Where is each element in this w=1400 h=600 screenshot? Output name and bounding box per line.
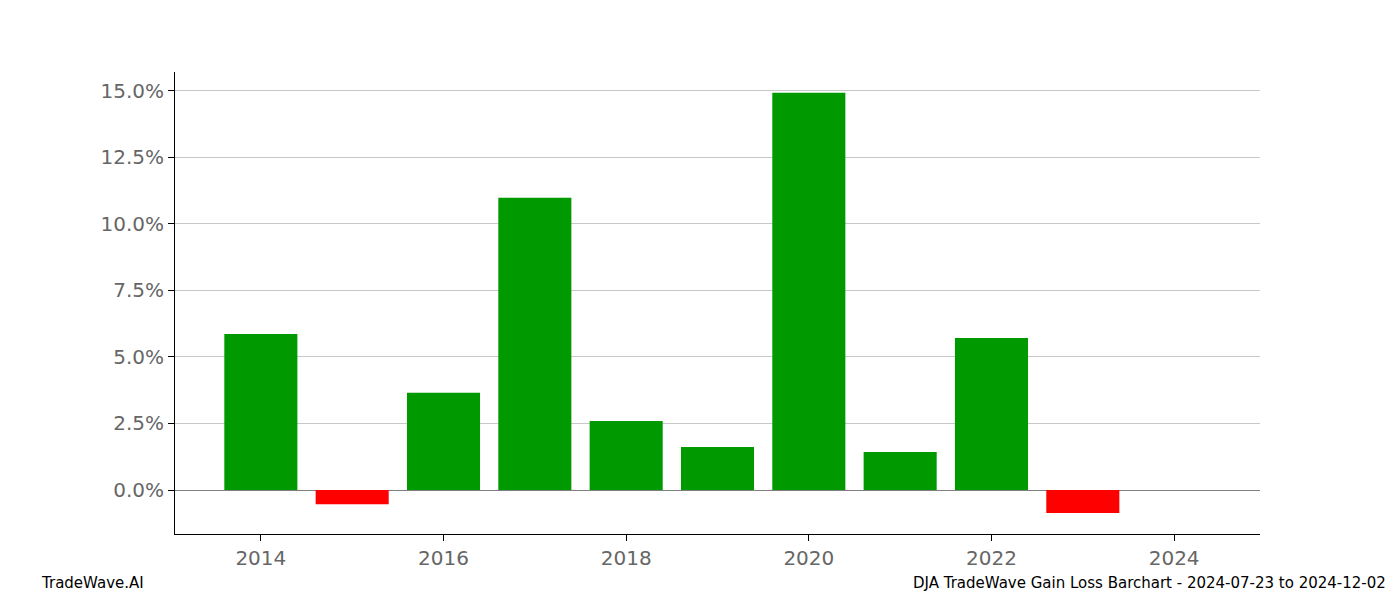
svg-text:2024: 2024	[1149, 546, 1200, 570]
svg-text:12.5%: 12.5%	[100, 145, 164, 169]
svg-text:TradeWave.AI: TradeWave.AI	[41, 574, 144, 592]
svg-text:2.5%: 2.5%	[113, 411, 164, 435]
svg-text:10.0%: 10.0%	[100, 212, 164, 236]
svg-text:2014: 2014	[235, 546, 286, 570]
svg-text:2022: 2022	[966, 546, 1017, 570]
svg-text:2016: 2016	[418, 546, 469, 570]
svg-text:15.0%: 15.0%	[100, 79, 164, 103]
svg-text:5.0%: 5.0%	[113, 345, 164, 369]
svg-text:2020: 2020	[783, 546, 834, 570]
svg-text:0.0%: 0.0%	[113, 478, 164, 502]
svg-text:DJA TradeWave Gain Loss Barcha: DJA TradeWave Gain Loss Barchart - 2024-…	[913, 574, 1386, 592]
svg-text:2018: 2018	[601, 546, 652, 570]
svg-text:7.5%: 7.5%	[113, 278, 164, 302]
